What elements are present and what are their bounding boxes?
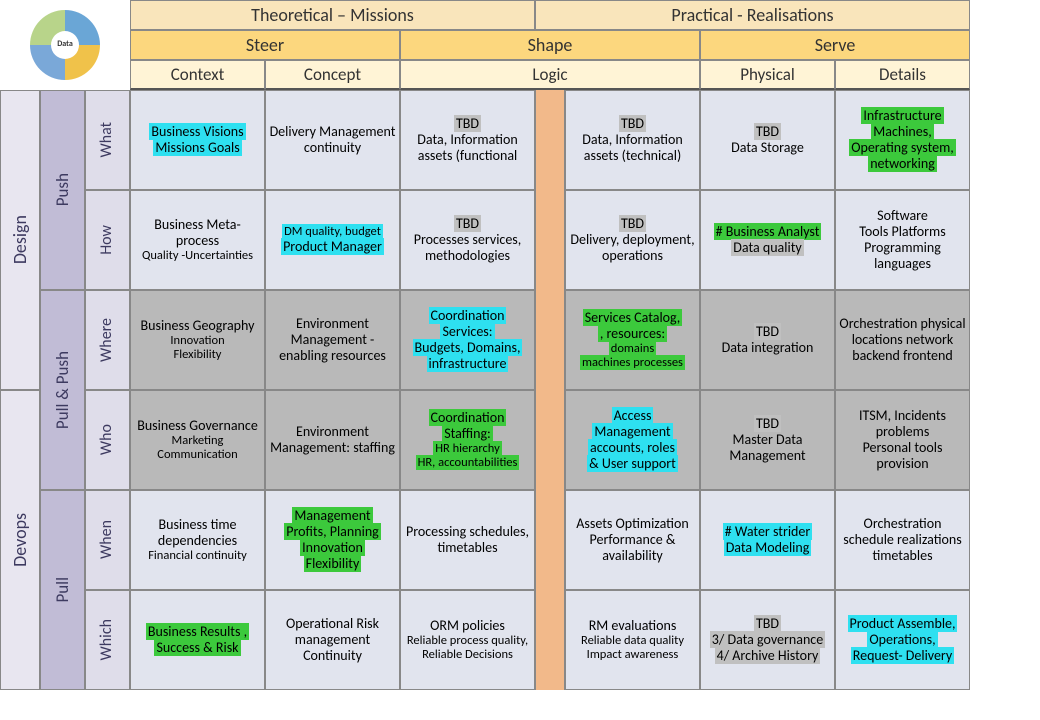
matrix-cell-r3-c4: TBDMaster Data Management — [700, 390, 835, 490]
matrix-cell-r3-c1: Environment Management: staffing — [265, 390, 400, 490]
matrix-cell-r1-c5: SoftwareTools PlatformsProgramming langu… — [835, 190, 970, 290]
matrix-cell-r3-c5: ITSM, Incidents problemsPersonal tools p… — [835, 390, 970, 490]
matrix-cell-r5-c0: Business Results ,Success & Risk — [130, 590, 265, 690]
matrix-cell-r2-c3: Services Catalog,, resources:domainsmach… — [565, 290, 700, 390]
matrix-cell-r2-c1: Environment Management - enabling resour… — [265, 290, 400, 390]
matrix-cell-r0-c3: TBDData, Information assets (technical) — [565, 90, 700, 190]
colhdr-details: Details — [835, 60, 970, 90]
header-serve: Serve — [700, 30, 970, 60]
matrix-cell-r5-c1: Operational Risk management Continuity — [265, 590, 400, 690]
divider — [535, 90, 565, 190]
matrix-grid: Data Theoretical – Missions Practical - … — [0, 0, 1040, 720]
corner-logo: Data — [0, 0, 130, 90]
matrix-cell-r0-c5: InfrastructureMachines,Operating system,… — [835, 90, 970, 190]
side-what: What — [85, 90, 130, 190]
matrix-cell-r2-c0: Business GeographyInnovationFlexibility — [130, 290, 265, 390]
side-devops: Devops — [0, 390, 40, 690]
side-where: Where — [85, 290, 130, 390]
divider — [535, 490, 565, 590]
matrix-cell-r4-c1: ManagementProfits, PlanningInnovationFle… — [265, 490, 400, 590]
matrix-cell-r3-c2: CoordinationStaffing:HR hierarchyHR, acc… — [400, 390, 535, 490]
matrix-cell-r4-c3: Assets Optimization Performance & availa… — [565, 490, 700, 590]
matrix-cell-r5-c4: TBD3/ Data governance4/ Archive History — [700, 590, 835, 690]
side-which: Which — [85, 590, 130, 690]
side-who: Who — [85, 390, 130, 490]
side-pullpush: Pull & Push — [40, 290, 85, 490]
matrix-cell-r0-c0: Business VisionsMissions Goals — [130, 90, 265, 190]
matrix-cell-r2-c2: CoordinationServices:Budgets, Domains,in… — [400, 290, 535, 390]
logo-center: Data — [51, 31, 79, 59]
colhdr-context: Context — [130, 60, 265, 90]
divider — [535, 590, 565, 690]
matrix-cell-r2-c5: Orchestration physical locations network… — [835, 290, 970, 390]
header-steer: Steer — [130, 30, 400, 60]
matrix-cell-r4-c2: Processing schedules, timetables — [400, 490, 535, 590]
matrix-cell-r4-c4: # Water striderData Modeling — [700, 490, 835, 590]
colhdr-logic: Logic — [400, 60, 700, 90]
matrix-cell-r1-c3: TBDDelivery, deployment, operations — [565, 190, 700, 290]
matrix-cell-r5-c3: RM evaluationsReliable data qualityImpac… — [565, 590, 700, 690]
matrix-cell-r0-c1: Delivery Management continuity — [265, 90, 400, 190]
divider — [535, 190, 565, 290]
header-practical: Practical - Realisations — [535, 0, 970, 30]
side-push: Push — [40, 90, 85, 290]
matrix-cell-r2-c4: TBDData integration — [700, 290, 835, 390]
matrix-cell-r0-c4: TBDData Storage — [700, 90, 835, 190]
matrix-cell-r1-c0: Business Meta-processQuality -Uncertaint… — [130, 190, 265, 290]
side-how: How — [85, 190, 130, 290]
matrix-cell-r4-c5: Orchestration schedule realizations time… — [835, 490, 970, 590]
matrix-cell-r5-c2: ORM policiesReliable process quality,Rel… — [400, 590, 535, 690]
colhdr-concept: Concept — [265, 60, 400, 90]
matrix-cell-r1-c4: # Business AnalystData quality — [700, 190, 835, 290]
matrix-cell-r3-c0: Business GovernanceMarketingCommunicatio… — [130, 390, 265, 490]
matrix-cell-r4-c0: Business time dependenciesFinancial cont… — [130, 490, 265, 590]
header-theoretical: Theoretical – Missions — [130, 0, 535, 30]
side-design: Design — [0, 90, 40, 390]
matrix-cell-r1-c1: DM quality, budgetProduct Manager — [265, 190, 400, 290]
side-pull: Pull — [40, 490, 85, 690]
header-shape: Shape — [400, 30, 700, 60]
matrix-cell-r3-c3: AccessManagementaccounts, roles& User su… — [565, 390, 700, 490]
side-when: When — [85, 490, 130, 590]
divider — [535, 290, 565, 390]
matrix-cell-r0-c2: TBDData, Information assets (functional — [400, 90, 535, 190]
matrix-cell-r1-c2: TBDProcesses services, methodologies — [400, 190, 535, 290]
divider — [535, 390, 565, 490]
colhdr-physical: Physical — [700, 60, 835, 90]
matrix-cell-r5-c5: Product Assemble,Operations,Request- Del… — [835, 590, 970, 690]
